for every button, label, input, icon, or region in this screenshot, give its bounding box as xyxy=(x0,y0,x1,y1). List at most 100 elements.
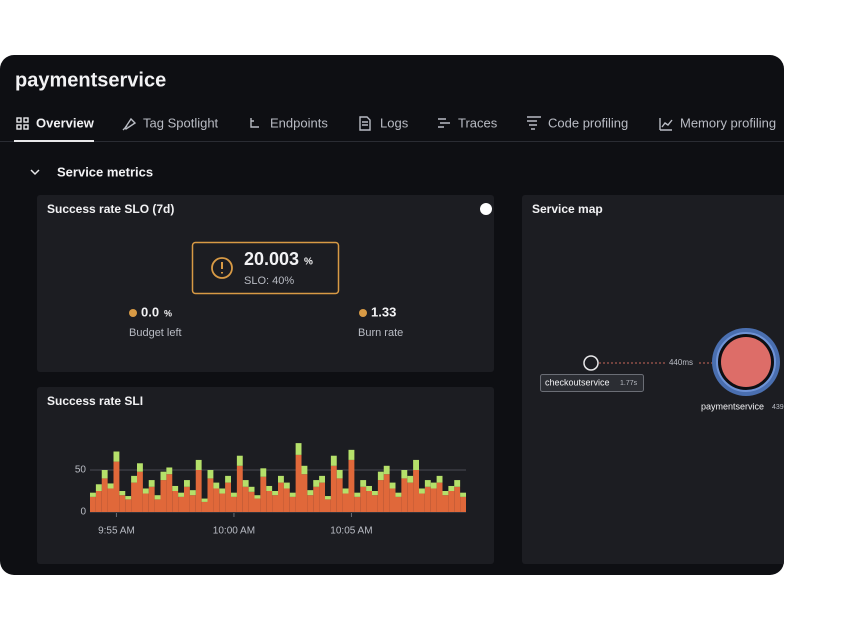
slo-target: SLO: 40% xyxy=(244,275,294,287)
node[interactable] xyxy=(721,337,771,387)
bar xyxy=(219,493,226,512)
bar xyxy=(137,463,143,472)
bar xyxy=(336,478,343,512)
node[interactable] xyxy=(583,355,599,371)
bar xyxy=(125,496,132,500)
bar xyxy=(201,498,208,502)
bar xyxy=(436,475,443,483)
y-tick-label: 0 xyxy=(80,507,86,518)
bar xyxy=(313,486,320,512)
budget-value: 0.0 xyxy=(141,304,159,319)
warning-icon xyxy=(211,257,233,279)
bar xyxy=(178,496,184,512)
node-latency: 439 xyxy=(772,404,784,411)
bar xyxy=(119,491,126,496)
bar xyxy=(313,480,320,487)
burn-label: Burn rate xyxy=(358,327,403,339)
bar xyxy=(207,478,214,512)
bar xyxy=(113,461,120,512)
bar xyxy=(125,499,132,512)
collapse-chevron[interactable] xyxy=(30,169,40,176)
tab[interactable]: Tag Spotlight xyxy=(143,115,219,130)
node-label: checkoutservice xyxy=(545,377,610,387)
bar xyxy=(248,491,255,512)
bar xyxy=(172,485,179,491)
bar xyxy=(289,496,296,512)
bar xyxy=(307,495,314,512)
status-dot[interactable] xyxy=(480,203,492,215)
slo-box xyxy=(191,241,340,295)
section-title: Service metrics xyxy=(57,164,153,179)
bar xyxy=(131,475,137,483)
bar xyxy=(348,459,355,512)
bar xyxy=(342,488,349,494)
tab[interactable]: Overview xyxy=(36,115,95,130)
bar xyxy=(231,492,237,497)
budget-label: Budget left xyxy=(129,327,182,339)
bar xyxy=(295,454,302,512)
bar xyxy=(366,491,372,512)
bar xyxy=(448,485,455,491)
edge-label-bg xyxy=(665,356,697,370)
bar xyxy=(242,480,249,487)
bar xyxy=(266,485,273,491)
bar xyxy=(95,491,102,512)
burn-value: 1.33 xyxy=(371,304,396,319)
bar xyxy=(401,478,408,512)
bar xyxy=(160,471,167,481)
bar xyxy=(254,498,261,512)
bar xyxy=(289,492,296,497)
bar xyxy=(319,475,325,483)
bar xyxy=(219,488,226,494)
tab-underline xyxy=(14,140,94,142)
card-title: Success rate SLO (7d) xyxy=(47,202,174,216)
tab-bar: Overview Tag Spotlight Endpoints Logs Tr… xyxy=(0,115,784,142)
budget-unit: % xyxy=(164,308,172,318)
bar xyxy=(266,491,273,512)
bar xyxy=(189,495,196,512)
tab[interactable]: Traces xyxy=(458,115,498,130)
bar xyxy=(360,486,367,512)
edge-label: 440ms xyxy=(669,358,693,367)
tab[interactable]: Memory profiling xyxy=(680,115,776,130)
x-tick-label: 10:00 AM xyxy=(213,526,255,537)
bar xyxy=(430,488,437,512)
bar xyxy=(166,474,173,512)
bar xyxy=(154,495,161,500)
bar xyxy=(119,495,126,512)
bar xyxy=(424,480,431,487)
bar xyxy=(189,490,196,496)
bar xyxy=(424,486,431,512)
bar xyxy=(377,471,384,481)
node-latency: 1.77s xyxy=(620,380,638,387)
bar xyxy=(460,496,466,512)
bar xyxy=(336,470,343,479)
bar xyxy=(242,486,249,512)
bar xyxy=(395,496,402,512)
bar xyxy=(448,491,455,512)
bar xyxy=(377,480,384,512)
tab[interactable]: Code profiling xyxy=(548,115,628,130)
bar xyxy=(101,478,108,512)
bar xyxy=(330,455,337,466)
bar xyxy=(354,496,361,512)
x-tick-label: 10:05 AM xyxy=(330,526,372,537)
bar xyxy=(430,482,437,489)
bar xyxy=(354,492,361,497)
bar xyxy=(113,451,120,462)
bar xyxy=(95,484,102,491)
tab[interactable]: Endpoints xyxy=(270,115,328,130)
bar xyxy=(325,499,331,512)
bar xyxy=(413,470,419,512)
bar xyxy=(460,492,466,497)
bar xyxy=(301,474,308,512)
bar xyxy=(101,470,108,479)
page-title: paymentservice xyxy=(15,69,166,91)
tab[interactable]: Logs xyxy=(380,115,409,130)
bar xyxy=(319,482,325,512)
slo-card: Success rate SLO (7d) 20.003 % SLO: 40% … xyxy=(37,195,494,372)
bar xyxy=(260,476,267,512)
bar xyxy=(436,482,443,512)
